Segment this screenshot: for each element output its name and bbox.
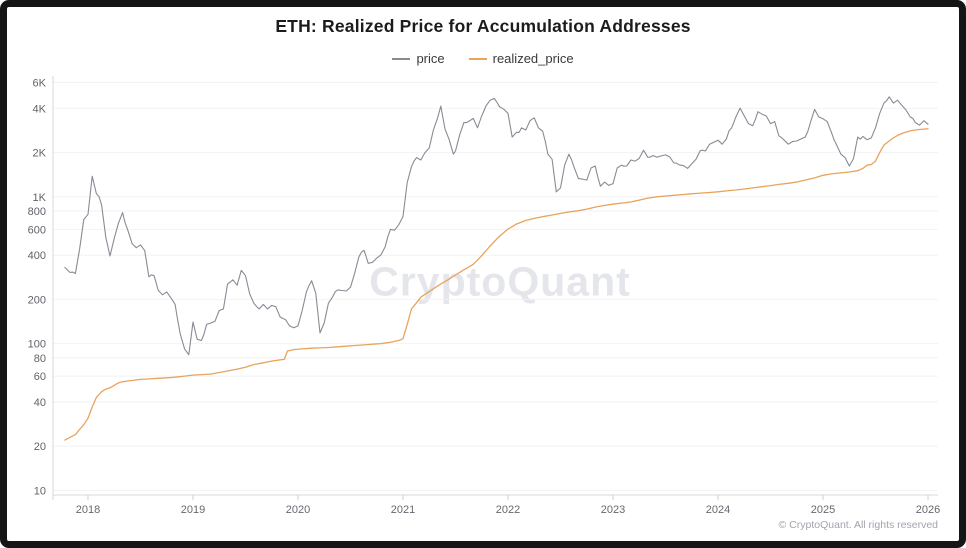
- page-title: ETH: Realized Price for Accumulation Add…: [275, 16, 691, 36]
- y-axis-tick-label: 400: [28, 250, 46, 262]
- y-axis-tick-label: 800: [28, 206, 46, 218]
- y-axis-tick-label: 20: [34, 441, 46, 453]
- x-axis-tick-label: 2022: [496, 504, 520, 516]
- copyright-text: © CryptoQuant. All rights reserved: [778, 519, 938, 531]
- x-axis-tick-label: 2026: [916, 504, 940, 516]
- y-axis-tick-label: 2K: [33, 148, 47, 160]
- x-axis-tick-label: 2023: [601, 504, 625, 516]
- price-legend-swatch: [392, 57, 411, 60]
- y-axis-tick-label: 6K: [33, 78, 47, 90]
- realized_price-line: [64, 128, 929, 441]
- legend-label: price: [416, 51, 445, 66]
- x-axis-tick-label: 2019: [181, 504, 205, 516]
- x-axis-tick-label: 2025: [811, 504, 835, 516]
- y-axis-tick-label: 40: [34, 397, 46, 409]
- y-axis-tick-label: 1K: [33, 192, 47, 204]
- legend-item-price[interactable]: price: [392, 51, 445, 66]
- y-axis-tick-label: 10: [34, 485, 46, 497]
- y-axis-tick-label: 600: [28, 224, 46, 236]
- y-axis-tick-label: 4K: [33, 103, 47, 115]
- y-axis-tick-label: 80: [34, 353, 46, 365]
- realized_price-legend-swatch: [468, 57, 487, 60]
- legend-label: realized_price: [492, 51, 574, 66]
- x-axis-tick-label: 2018: [76, 504, 100, 516]
- watermark: CryptoQuant: [369, 258, 631, 305]
- x-axis-tick-label: 2021: [391, 504, 415, 516]
- x-axis-tick-label: 2024: [706, 504, 730, 516]
- x-axis-tick-label: 2020: [286, 504, 310, 516]
- y-axis-tick-label: 60: [34, 371, 46, 383]
- legend-item-realized_price[interactable]: realized_price: [468, 51, 574, 66]
- y-axis-tick-label: 200: [28, 294, 46, 306]
- price-line: [64, 96, 929, 356]
- legend: price realized_price: [0, 51, 966, 66]
- y-axis-tick-label: 100: [28, 339, 46, 351]
